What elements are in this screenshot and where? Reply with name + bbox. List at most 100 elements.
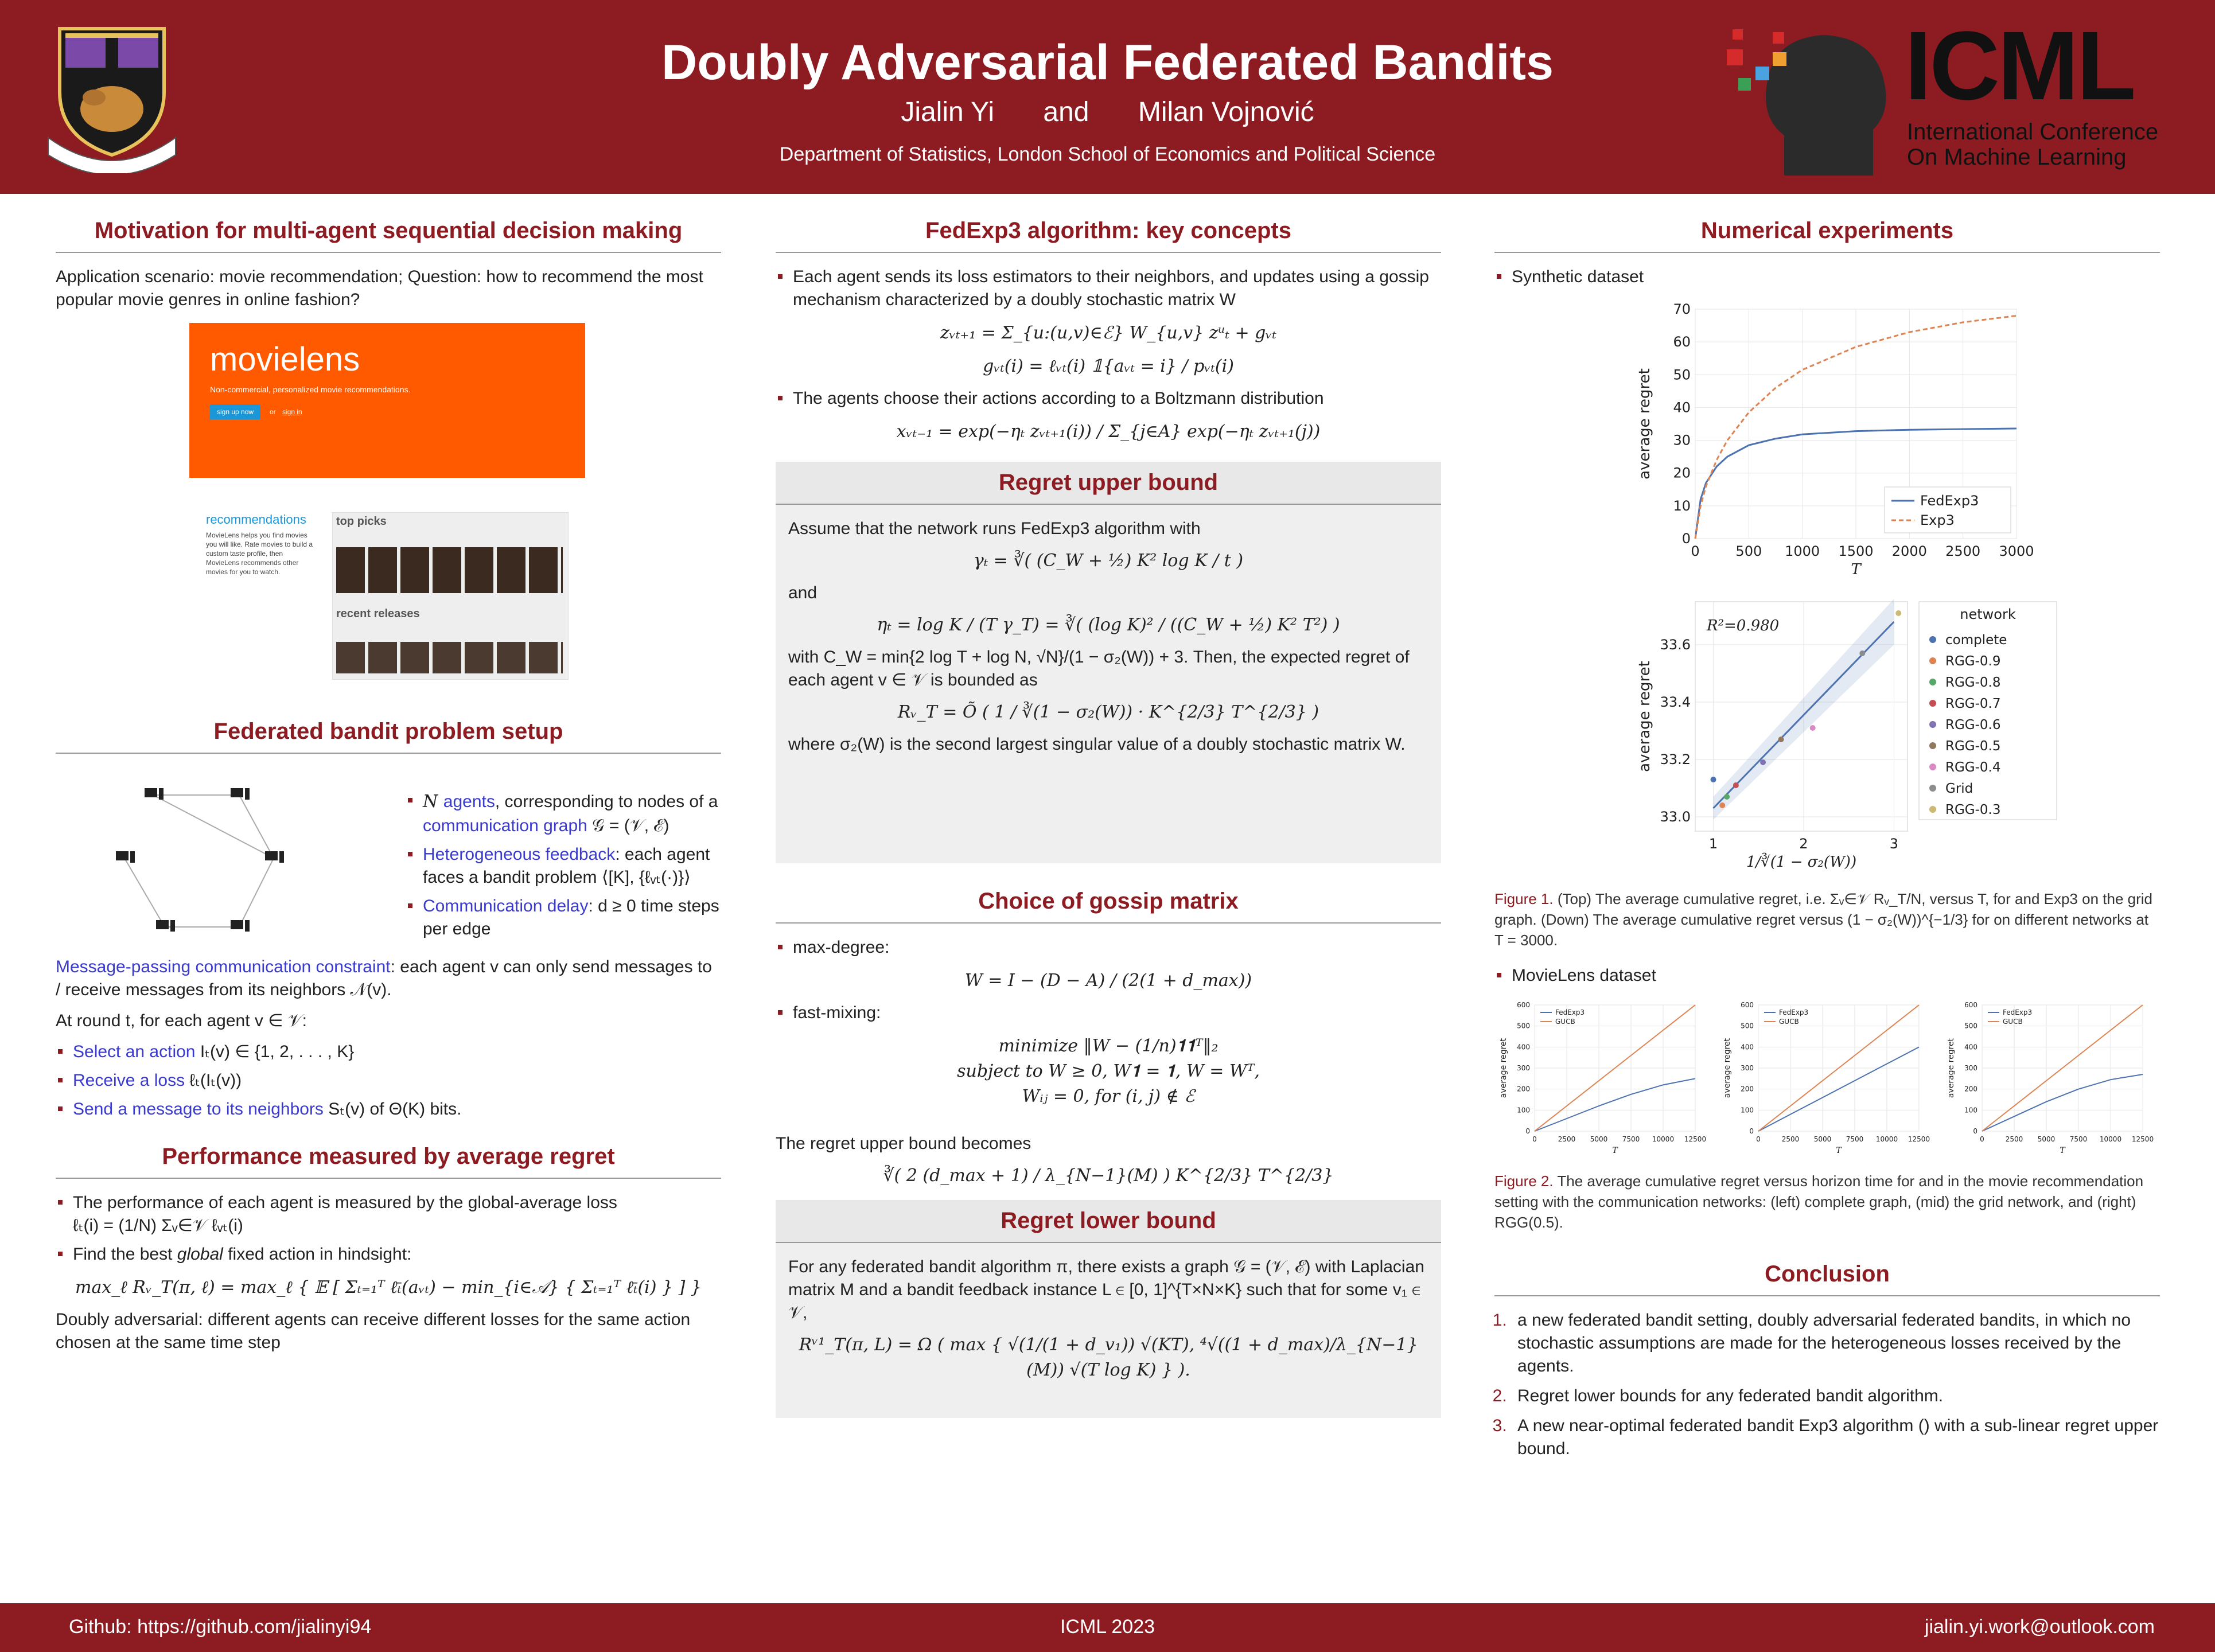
y-tick-label: 33.4 — [1660, 694, 1691, 710]
legend-label: FedExp3 — [1779, 1008, 1808, 1016]
email-link[interactable]: jialin.yi.work@outlook.com — [1924, 1616, 2155, 1638]
legend-label: RGG-0.6 — [1945, 718, 2001, 733]
regret-upper-bound-equation: Rᵥ_T = Õ ( 1 / ∛(1 − σ₂(W)) · K^{2/3} T^… — [897, 702, 1319, 722]
y-tick-label: 500 — [1517, 1022, 1530, 1030]
scatter-point-RGG-0.8 — [1724, 794, 1730, 800]
column-middle: FedExp3 algorithm: key concepts Each age… — [776, 218, 1441, 1418]
y-tick-label: 20 — [1673, 465, 1691, 481]
department: Department of Statistics, London School … — [779, 143, 1436, 165]
x-tick-label: 2500 — [1558, 1135, 1576, 1143]
step-select-action: Select an action Iₜ(v) ∈ {1, 2, . . . , … — [58, 1041, 721, 1063]
gossip-update-equation: zᵥₜ₊₁ = Σ_{u:(u,v)∈ℰ} W_{u,v} zᵘₜ + gᵥₜ — [940, 323, 1276, 343]
y-tick-label: 200 — [1517, 1085, 1530, 1093]
x-axis-label: T — [1851, 561, 1862, 578]
x-tick-label: 10000 — [1652, 1135, 1674, 1143]
movielens-list: MovieLens dataset — [1494, 964, 2160, 987]
x-tick-label: 1 — [1709, 836, 1718, 852]
gamma-equation: γₜ = ∛( (C_W + ½) K² log K / t ) — [973, 551, 1244, 571]
series-line-FedExp3 — [1758, 1046, 1920, 1132]
r-squared-annotation: R²=0.980 — [1706, 617, 1779, 634]
x-tick-label: 2500 — [1945, 543, 1980, 559]
y-tick-label: 200 — [1741, 1085, 1754, 1093]
x-tick-label: 500 — [1735, 543, 1762, 559]
x-tick-label: 12500 — [2132, 1135, 2154, 1143]
conclusion-title: Conclusion — [1494, 1261, 2160, 1296]
legend-marker — [1929, 742, 1936, 749]
github-link[interactable]: Github: https://github.com/jialinyi94 — [69, 1616, 372, 1638]
performance-bullet-1: The performance of each agent is measure… — [58, 1191, 721, 1237]
y-tick-label: 50 — [1673, 367, 1691, 383]
movielens-chart-complete: 0 2500 5000 7500 10000 12500 0 100 200 300 400 500 6… — [1499, 1001, 1706, 1155]
y-axis-label: average regret — [1636, 661, 1653, 772]
author-2: Milan Vojnović — [1138, 97, 1314, 127]
x-tick-label: 10000 — [1876, 1135, 1898, 1143]
legend-marker — [1929, 657, 1936, 664]
performance-bullet-2: Find the best global fixed action in hin… — [58, 1243, 721, 1266]
legend-marker — [1929, 763, 1936, 770]
y-tick-label: 100 — [1741, 1106, 1754, 1114]
x-tick-label: 7500 — [1622, 1135, 1640, 1143]
x-tick-label: 0 — [1691, 543, 1699, 559]
legend-box — [1884, 486, 2011, 533]
series-line-FedExp3 — [1982, 1074, 2143, 1132]
scatter-point-complete — [1710, 777, 1716, 782]
y-tick-label: 0 — [1749, 1127, 1754, 1135]
icml-head-logo — [1727, 29, 1886, 176]
agent-graph-diagram — [116, 788, 284, 932]
scatter-point-RGG-0.9 — [1719, 802, 1726, 808]
step-receive-loss: Receive a loss ℓₜ(Iₜ(v)) — [58, 1069, 721, 1092]
y-tick-label: 33.2 — [1660, 751, 1691, 767]
movielens-recent-releases: recent releases — [336, 607, 420, 620]
x-tick-label: 0 — [1980, 1135, 1984, 1143]
legend-label: RGG-0.3 — [1945, 802, 2001, 817]
column-left: Motivation for multi-agent sequential de… — [56, 218, 721, 1362]
x-tick-label: 0 — [1532, 1135, 1537, 1143]
synthetic-dataset-label: Synthetic dataset — [1497, 266, 2160, 289]
lse-crest-logo — [48, 27, 176, 173]
x-tick-label: 2 — [1799, 836, 1808, 852]
doubly-adversarial-text: Doubly adversarial: different agents can… — [56, 1310, 691, 1352]
performance-title: Performance measured by average regret — [56, 1144, 721, 1179]
motivation-title: Motivation for multi-agent sequential de… — [56, 218, 721, 253]
setup-bullet-agents: N agents, corresponding to nodes of a co… — [408, 789, 744, 837]
x-tick-label: 3000 — [1999, 543, 2034, 559]
y-tick-label: 500 — [1964, 1022, 1977, 1030]
movielens-signin-link[interactable]: sign in — [282, 408, 302, 416]
gossip-bullet-1-list: max-degree: — [776, 936, 1441, 959]
x-tick-label: 1500 — [1838, 543, 1873, 559]
y-tick-label: 100 — [1517, 1106, 1530, 1114]
legend-title: network — [1960, 606, 2016, 622]
setup-bullets: N agents, corresponding to nodes of a co… — [406, 789, 744, 946]
scatter-point-RGG-0.7 — [1733, 782, 1739, 788]
upper-bound-title: Regret upper bound — [776, 462, 1441, 505]
setup-block: N agents, corresponding to nodes of a co… — [56, 766, 721, 956]
legend-label: RGG-0.9 — [1945, 654, 2001, 669]
x-tick-label: 5000 — [1814, 1135, 1832, 1143]
movielens-screenshot: recommendations MovieLens helps you find… — [206, 512, 579, 680]
boltzmann-equation: xᵥₜ₋₁ = exp(−ηₜ zᵥₜ₊₁(i)) / Σ_{j∈A} exp(… — [896, 422, 1321, 442]
legend-label: GUCB — [1555, 1018, 1575, 1026]
x-tick-label: 7500 — [1846, 1135, 1864, 1143]
series-line-GUCB — [1534, 1004, 1696, 1132]
x-tick-label: 3 — [1890, 836, 1898, 852]
legend-label: Exp3 — [1920, 512, 1955, 528]
eta-equation: ηₜ = log K / (T γ_T) = ∛( (log K)² / ((C… — [877, 615, 1340, 635]
movielens-signup-button[interactable]: sign up now — [210, 404, 261, 419]
x-tick-label: 5000 — [1590, 1135, 1608, 1143]
loss-estimator-equation: gᵥₜ(i) = ℓᵥₜ(i) 𝟙{aᵥₜ = i} / pᵥₜ(i) — [983, 356, 1234, 376]
y-tick-label: 400 — [1964, 1043, 1977, 1051]
legend-label: GUCB — [1779, 1018, 1799, 1026]
conclusion-list: a new federated bandit setting, doubly a… — [1494, 1309, 2160, 1460]
movielens-chart-grid: 0 2500 5000 7500 10000 12500 0 100 200 300 400 500 6… — [1723, 1001, 1930, 1155]
legend-label: RGG-0.7 — [1945, 696, 2001, 711]
gossip-bound-text: The regret upper bound becomes — [776, 1134, 1031, 1153]
x-tick-label: 10000 — [2100, 1135, 2121, 1143]
y-tick-label: 400 — [1741, 1043, 1754, 1051]
author-and: and — [1043, 97, 1089, 127]
icml-logo-subtitle: International Conference On Machine Lear… — [1907, 119, 2158, 170]
scatter-point-RGG-0.6 — [1760, 759, 1766, 765]
movielens-posters-row-2 — [336, 642, 563, 673]
icml-sub-line-2: On Machine Learning — [1907, 145, 2127, 170]
x-axis-label: T — [1612, 1146, 1618, 1155]
y-axis-label: average regret — [1499, 1038, 1508, 1098]
